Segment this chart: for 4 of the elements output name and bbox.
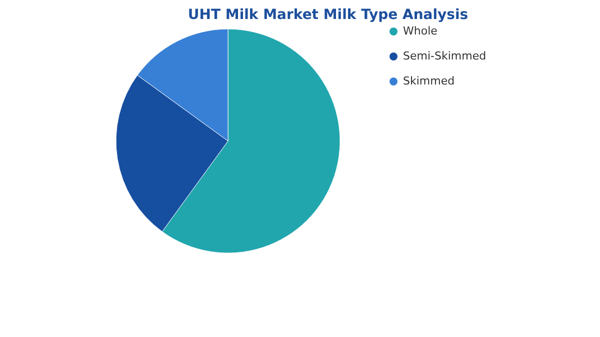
legend-label: Whole bbox=[403, 24, 438, 38]
legend-label: Skimmed bbox=[403, 74, 455, 88]
legend-label: Semi-Skimmed bbox=[403, 50, 486, 62]
chart-title: UHT Milk Market Milk Type Analysis bbox=[188, 7, 468, 23]
